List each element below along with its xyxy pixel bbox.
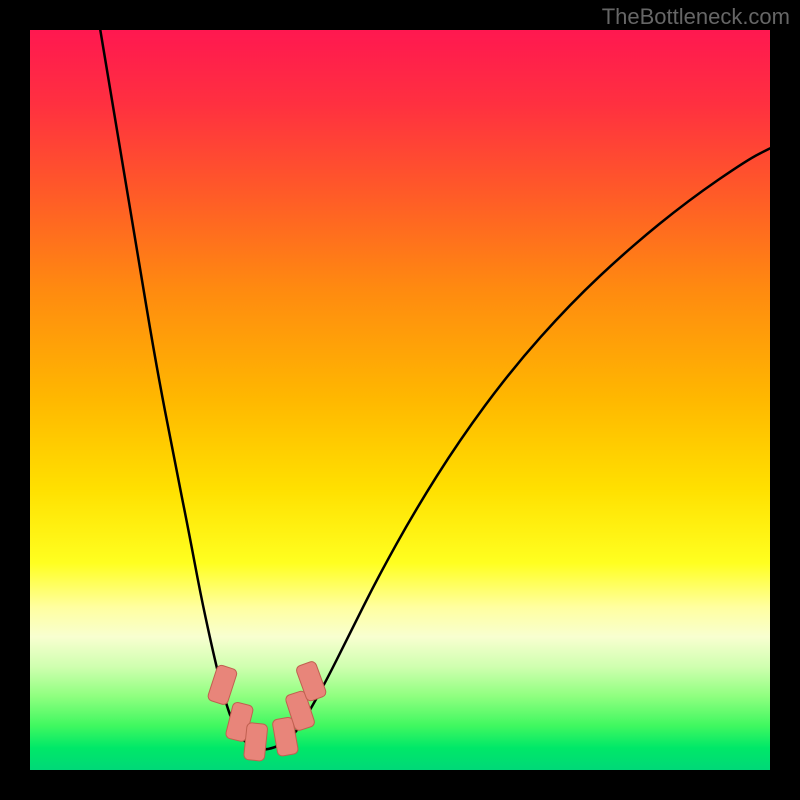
watermark-text: TheBottleneck.com [602,4,790,30]
curve-marker [243,722,267,761]
chart-container: TheBottleneck.com [0,0,800,800]
plot-background [30,30,770,770]
chart-svg [0,0,800,800]
